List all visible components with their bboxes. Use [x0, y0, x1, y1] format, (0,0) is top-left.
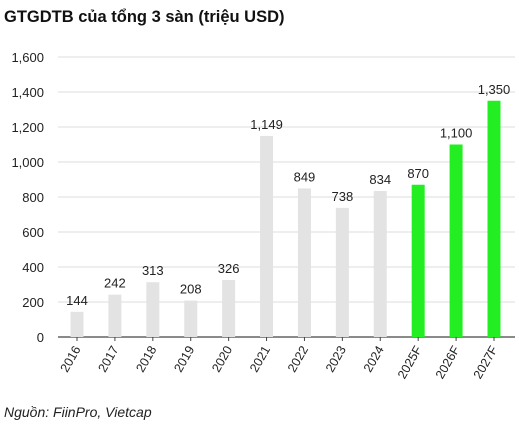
x-tick-label: 2026F — [433, 343, 463, 381]
data-label: 849 — [294, 169, 316, 184]
data-label: 313 — [142, 263, 164, 278]
y-tick-label: 1,200 — [11, 120, 44, 135]
bar-2024 — [373, 191, 387, 337]
data-label: 1,100 — [440, 126, 473, 141]
source-note: Nguồn: FiinPro, Vietcap — [4, 404, 152, 420]
bar-2020 — [222, 279, 236, 337]
x-tick-label: 2018 — [133, 343, 159, 374]
x-tick-label: 2019 — [171, 343, 197, 374]
y-tick-label: 400 — [22, 260, 44, 275]
x-tick-label: 2027F — [471, 343, 501, 381]
bar-2018 — [146, 282, 160, 337]
y-tick-label: 800 — [22, 190, 44, 205]
x-tick-label: 2024 — [361, 343, 387, 374]
x-tick-label: 2022 — [285, 343, 311, 374]
data-label: 738 — [332, 189, 354, 204]
x-tick-label: 2017 — [95, 343, 121, 374]
data-label: 326 — [218, 261, 240, 276]
y-tick-label: 0 — [37, 330, 44, 345]
bar-2016 — [70, 311, 84, 337]
bar-2019 — [184, 300, 198, 337]
bar-2017 — [108, 294, 122, 337]
x-tick-label: 2023 — [323, 343, 349, 374]
y-tick-label: 1,600 — [11, 50, 44, 65]
data-label: 1,350 — [478, 82, 511, 97]
data-label: 242 — [104, 276, 126, 291]
y-tick-label: 1,400 — [11, 85, 44, 100]
y-tick-label: 600 — [22, 225, 44, 240]
bar-2023 — [335, 207, 349, 337]
data-label: 1,149 — [250, 117, 283, 132]
bar-2025f — [411, 184, 425, 337]
y-tick-label: 200 — [22, 295, 44, 310]
data-label: 870 — [407, 166, 429, 181]
data-label: 834 — [369, 172, 391, 187]
data-label: 208 — [180, 282, 202, 297]
bar-2027f — [487, 100, 501, 337]
chart-title: GTGDTB của tổng 3 sàn (triệu USD) — [4, 8, 285, 26]
x-tick-label: 2021 — [247, 343, 273, 374]
x-tick-label: 2025F — [395, 343, 425, 381]
bar-2021 — [260, 135, 274, 337]
bar-2026f — [449, 144, 463, 337]
bar-2022 — [297, 188, 311, 337]
y-tick-label: 1,000 — [11, 155, 44, 170]
data-label: 144 — [66, 293, 88, 308]
x-tick-label: 2020 — [209, 343, 235, 374]
x-tick-label: 2016 — [58, 343, 84, 374]
